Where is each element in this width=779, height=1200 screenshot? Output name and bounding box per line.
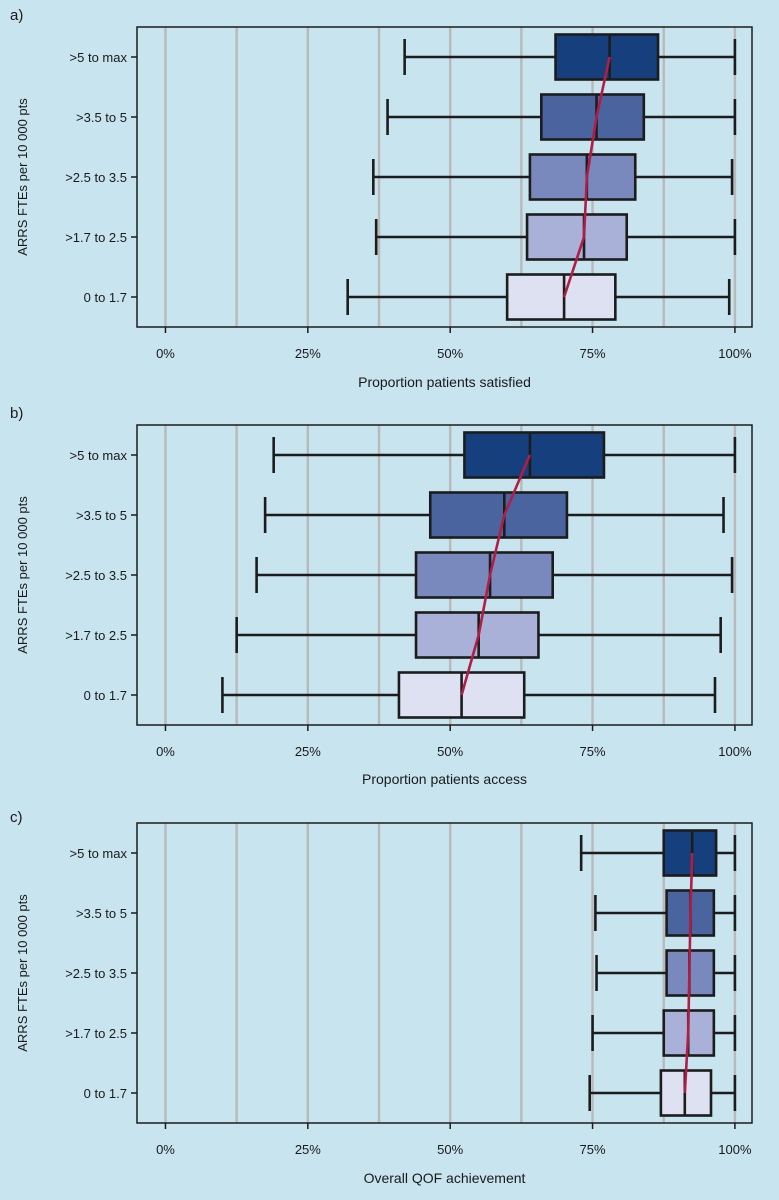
y-axis-title: ARRS FTEs per 10 000 pts bbox=[15, 496, 30, 654]
x-tick-label: 75% bbox=[580, 744, 606, 759]
iqr-box bbox=[414, 551, 554, 599]
median-trend-line bbox=[683, 852, 694, 1094]
y-axis-title: ARRS FTEs per 10 000 pts bbox=[15, 98, 30, 256]
panel-label: b) bbox=[10, 405, 23, 422]
plot-frame bbox=[136, 26, 753, 328]
x-tick-label: 25% bbox=[295, 1142, 321, 1157]
iqr-box bbox=[463, 431, 606, 479]
iqr-box bbox=[662, 829, 718, 877]
y-tick-label: >5 to max bbox=[70, 448, 128, 463]
y-tick-label: >1.7 to 2.5 bbox=[65, 628, 127, 643]
panel-label: c) bbox=[10, 809, 23, 826]
panel-label: a) bbox=[10, 7, 23, 24]
y-tick-label: >3.5 to 5 bbox=[76, 110, 127, 125]
plot-frame bbox=[136, 822, 753, 1124]
x-tick-label: 75% bbox=[580, 346, 606, 361]
panel-3: c) >5 to max >3.5 to 5 >2.5 to 3.5 >1.7 to 2… bbox=[10, 809, 753, 1186]
x-tick-label: 50% bbox=[437, 744, 463, 759]
panel-1: a) >5 to max >3.5 to 5 >2.5 to 3.5 >1.7 to 2… bbox=[10, 7, 753, 390]
plot-frame bbox=[136, 424, 753, 726]
x-tick-label: 50% bbox=[437, 1142, 463, 1157]
y-tick-label: >2.5 to 3.5 bbox=[65, 568, 127, 583]
box-1 bbox=[579, 829, 737, 877]
x-tick-label: 100% bbox=[718, 744, 752, 759]
y-tick-label: >2.5 to 3.5 bbox=[65, 170, 127, 185]
x-tick-label: 50% bbox=[437, 346, 463, 361]
median-trend-line bbox=[460, 454, 532, 696]
y-axis-title: ARRS FTEs per 10 000 pts bbox=[15, 894, 30, 1052]
panel-2: b) >5 to max >3.5 to 5 >2.5 to 3.5 >1.7 to 2… bbox=[10, 405, 753, 787]
x-tick-label: 100% bbox=[718, 1142, 752, 1157]
box-5 bbox=[346, 273, 731, 321]
iqr-box bbox=[540, 93, 646, 141]
x-tick-label: 0% bbox=[156, 1142, 175, 1157]
median-trend-line bbox=[562, 56, 611, 298]
x-tick-label: 25% bbox=[295, 744, 321, 759]
x-tick-label: 100% bbox=[718, 346, 752, 361]
y-tick-label: >3.5 to 5 bbox=[76, 906, 127, 921]
iqr-box bbox=[505, 273, 617, 321]
iqr-box bbox=[428, 491, 569, 539]
y-tick-label: 0 to 1.7 bbox=[84, 290, 127, 305]
x-axis-title: Overall QOF achievement bbox=[364, 1170, 526, 1186]
y-tick-label: 0 to 1.7 bbox=[84, 688, 127, 703]
iqr-box bbox=[525, 213, 629, 261]
x-axis-title: Proportion patients satisfied bbox=[358, 374, 531, 390]
y-tick-label: >3.5 to 5 bbox=[76, 508, 127, 523]
x-tick-label: 75% bbox=[580, 1142, 606, 1157]
box-1 bbox=[272, 431, 737, 479]
box-1 bbox=[403, 33, 737, 81]
x-axis-title: Proportion patients access bbox=[362, 771, 527, 787]
iqr-box bbox=[414, 611, 540, 659]
y-tick-label: >2.5 to 3.5 bbox=[65, 966, 127, 981]
box-2 bbox=[386, 93, 737, 141]
y-tick-label: >1.7 to 2.5 bbox=[65, 1026, 127, 1041]
y-tick-label: >5 to max bbox=[70, 50, 128, 65]
box-2 bbox=[263, 491, 725, 539]
x-tick-label: 0% bbox=[156, 744, 175, 759]
box-4 bbox=[374, 213, 737, 261]
x-tick-label: 0% bbox=[156, 346, 175, 361]
y-tick-label: >1.7 to 2.5 bbox=[65, 230, 127, 245]
iqr-box bbox=[528, 153, 637, 201]
y-tick-label: 0 to 1.7 bbox=[84, 1086, 127, 1101]
y-tick-label: >5 to max bbox=[70, 846, 128, 861]
x-tick-label: 25% bbox=[295, 346, 321, 361]
box-3 bbox=[255, 551, 734, 599]
